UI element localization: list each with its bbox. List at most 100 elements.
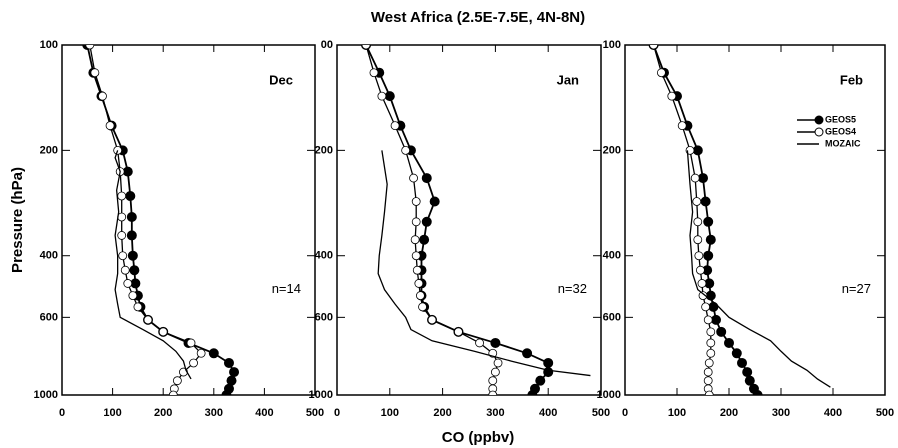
panel-title: Feb xyxy=(840,72,863,87)
y-tick-label: 1000 xyxy=(309,389,333,401)
profile-marker xyxy=(657,68,666,78)
profile-marker xyxy=(490,367,500,377)
panel-title: Jan xyxy=(557,72,579,87)
profile-marker xyxy=(703,315,713,325)
x-tick-label: 500 xyxy=(306,407,324,419)
legend-marker xyxy=(814,127,824,137)
y-tick-label: 200 xyxy=(315,144,333,156)
profile-marker xyxy=(196,348,206,358)
plot-frame xyxy=(624,44,886,396)
profile-marker xyxy=(744,375,755,386)
profile-marker xyxy=(692,145,703,156)
y-tick-label: 600 xyxy=(40,311,58,323)
panel-annotation: n=14 xyxy=(272,281,301,296)
profile-marker xyxy=(493,358,503,368)
y-tick-label: 400 xyxy=(40,250,58,262)
profile-marker xyxy=(189,358,198,368)
profile-marker xyxy=(105,121,115,131)
profile-marker xyxy=(703,216,714,227)
profile-marker xyxy=(208,348,219,359)
profile-marker xyxy=(123,279,133,288)
profile-marker xyxy=(158,327,168,337)
panel-annotation: n=27 xyxy=(842,281,871,296)
panel: 0 100 200 300 400 500 100 200 400 600 1000 Feb n=27 G… xyxy=(597,39,895,419)
profile-marker xyxy=(85,45,95,50)
x-tick-label: 100 xyxy=(103,407,121,419)
x-tick-label: 300 xyxy=(205,407,223,419)
profile-line xyxy=(686,150,831,388)
profile-marker xyxy=(693,235,703,245)
y-tick-label: 200 xyxy=(40,144,58,156)
profile-marker xyxy=(488,376,498,386)
profile-marker xyxy=(361,45,371,50)
profile-marker xyxy=(120,265,130,275)
plot-area xyxy=(82,45,240,395)
profile-marker xyxy=(411,217,421,227)
x-tick-label: 200 xyxy=(720,407,738,419)
profile-marker xyxy=(427,315,437,325)
profile-marker xyxy=(412,265,422,275)
profile-marker xyxy=(708,301,719,312)
profile-marker xyxy=(129,265,140,276)
profile-marker xyxy=(742,367,753,378)
profile-marker xyxy=(421,216,432,227)
profile-marker xyxy=(700,196,711,207)
profile-marker xyxy=(704,390,714,395)
profile-marker xyxy=(697,279,707,288)
profile-marker xyxy=(411,251,421,261)
profile-marker xyxy=(133,302,143,312)
profile-marker xyxy=(127,250,138,261)
profile-marker xyxy=(703,250,714,261)
profile-marker xyxy=(221,390,232,395)
profile-marker xyxy=(543,357,554,368)
profile-marker xyxy=(454,327,463,337)
profile-line xyxy=(114,150,192,380)
profile-marker xyxy=(384,91,395,102)
profile-marker xyxy=(416,291,425,301)
profile-marker xyxy=(421,173,432,184)
figure-title: West Africa (2.5E-7.5E, 4N-8N) xyxy=(371,9,585,26)
profile-marker xyxy=(490,337,501,348)
profile-marker xyxy=(677,121,687,131)
profile-marker xyxy=(667,91,677,101)
profile-marker xyxy=(410,235,420,245)
profile-line xyxy=(377,150,591,377)
profile-marker xyxy=(724,337,734,348)
profile-marker xyxy=(706,338,716,348)
profile-marker xyxy=(126,230,137,241)
profile-marker xyxy=(117,191,127,201)
y-tick-label: 1000 xyxy=(597,389,621,401)
legend-marker xyxy=(814,115,824,125)
profile-marker xyxy=(130,278,141,289)
profile-marker xyxy=(117,231,127,240)
profile-marker xyxy=(122,166,133,177)
x-tick-label: 300 xyxy=(486,407,504,419)
panel-annotation: n=32 xyxy=(558,281,587,296)
y-tick-label: 100 xyxy=(40,39,58,51)
y-tick-label: 400 xyxy=(315,250,333,262)
profile-marker xyxy=(172,376,182,386)
profile-marker xyxy=(377,91,387,101)
x-tick-label: 100 xyxy=(668,407,686,419)
x-tick-label: 0 xyxy=(334,407,340,419)
profile-marker xyxy=(128,291,138,301)
legend-label: MOZAIC xyxy=(825,138,861,148)
x-tick-label: 200 xyxy=(433,407,451,419)
profile-marker xyxy=(409,173,418,183)
profile-marker xyxy=(705,290,716,301)
profile-marker xyxy=(390,121,400,131)
profile-marker xyxy=(527,390,538,395)
x-tick-label: 400 xyxy=(255,407,273,419)
y-tick-label: 200 xyxy=(603,144,621,156)
x-tick-label: 300 xyxy=(772,407,790,419)
profile-marker xyxy=(419,234,430,245)
profile-line xyxy=(86,45,236,395)
profile-marker xyxy=(690,173,700,183)
x-axis-label: CO (ppbv) xyxy=(442,429,515,446)
profile-line xyxy=(652,45,712,395)
x-tick-label: 0 xyxy=(59,407,65,419)
profile-marker xyxy=(414,279,424,288)
profile-marker xyxy=(706,348,716,358)
profile-marker xyxy=(694,251,704,261)
